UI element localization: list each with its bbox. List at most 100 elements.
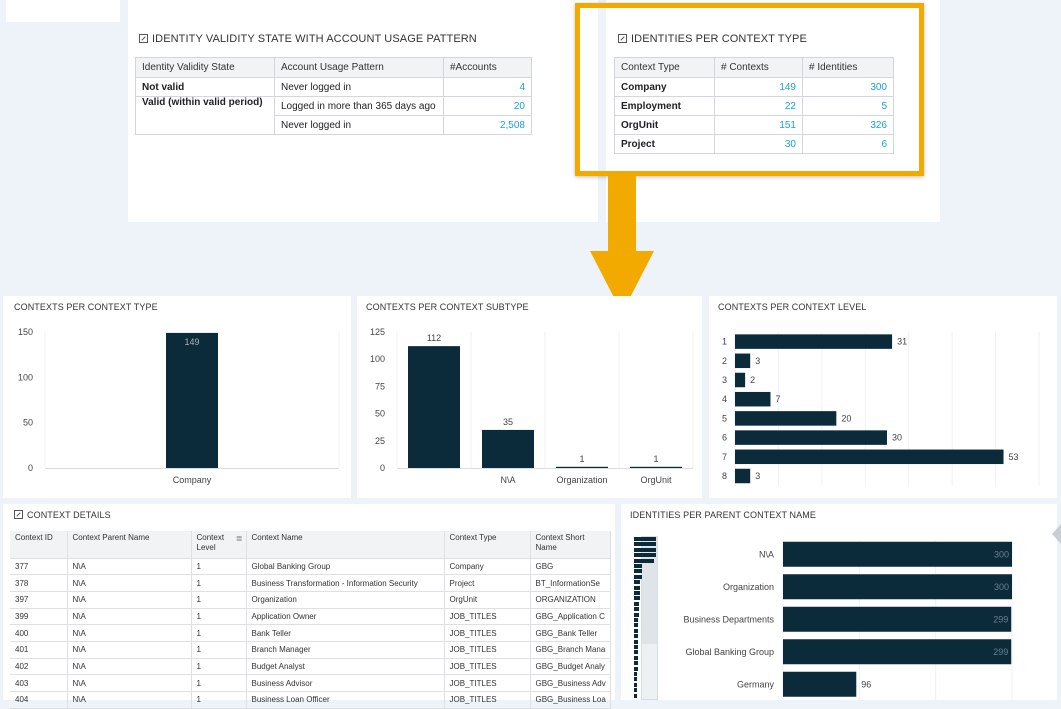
col-header[interactable]: Account Usage Pattern [274, 57, 444, 78]
cell-count-link[interactable]: 4 [443, 77, 532, 97]
table-cell: N\A [67, 624, 192, 642]
table-row: Valid (within valid period) Logged in mo… [135, 96, 532, 116]
validity-title[interactable]: IDENTITY VALIDITY STATE WITH ACCOUNT USA… [139, 33, 477, 45]
y-tick-label: 1 [722, 337, 727, 347]
minimap-bar [634, 612, 639, 617]
expand-icon[interactable] [139, 34, 148, 43]
cell-identities-link[interactable]: 6 [802, 134, 894, 154]
bar [783, 541, 1012, 567]
y-tick-label: 3 [722, 375, 727, 385]
per-type-table: Context Type # Contexts # Identities Com… [614, 57, 894, 154]
table-cell: Business Advisor [246, 674, 445, 692]
cell-contexts-link[interactable]: 30 [714, 134, 803, 154]
table-row: Not valid Never logged in 4 [135, 77, 532, 97]
data-label: 31 [897, 337, 907, 347]
table-cell: 377 [10, 558, 68, 576]
minimap-bar [634, 607, 639, 612]
x-tick-label: N\A [500, 475, 515, 485]
highlight-box [575, 3, 924, 176]
table-row[interactable]: 400 N\A 1 Bank Teller JOB_TITLES GBG_Bank Tel… [10, 624, 611, 642]
bar [630, 466, 682, 468]
minimap-bar [634, 688, 637, 693]
table-cell: N\A [67, 574, 192, 592]
minimap-bar [634, 585, 640, 590]
chart-parent-context: N\A 300 Organization 300 Business Department… [683, 540, 1013, 700]
col-header[interactable]: Context Parent Name [67, 531, 192, 559]
minimap-bar [634, 553, 656, 558]
bar [783, 574, 1012, 600]
table-cell: 1 [191, 574, 247, 592]
minimap-bar [634, 682, 637, 687]
table-row[interactable]: 399 N\A 1 Application Owner JOB_TITLES GBG_Ap… [10, 608, 611, 626]
chart-minimap [634, 537, 664, 700]
col-header[interactable]: Context Short Name [530, 531, 611, 559]
y-tick-label: 0 [28, 463, 33, 473]
minimap-bar [634, 634, 638, 639]
data-label: 3 [755, 356, 760, 366]
chart-context-subtype: 0 25 50 75 100 125 112 35 N\A 1 Organization 1 OrgUn… [370, 327, 694, 485]
bar [735, 449, 1004, 465]
table-row[interactable]: 397 N\A 1 Organization OrgUnit ORGANIZATION [10, 591, 611, 609]
y-tick-label: 75 [375, 381, 385, 391]
table-cell: 403 [10, 674, 68, 692]
table-row[interactable]: 378 N\A 1 Business Transformation - Informa… [10, 574, 611, 592]
sort-icon[interactable]: ≣ [235, 534, 243, 543]
table-cell: GBG_Budget Analy [530, 658, 611, 676]
col-header[interactable]: Context Type [444, 531, 531, 559]
data-label: 149 [184, 337, 199, 347]
cell-pattern: Never logged in [274, 77, 444, 97]
validity-table: Identity Validity State Account Usage Pa… [135, 57, 532, 135]
y-tick-label: 25 [375, 436, 385, 446]
minimap-bar [634, 591, 640, 595]
cell-count-link[interactable]: 20 [443, 96, 532, 116]
bar [783, 639, 1012, 665]
table-cell: Company [444, 558, 531, 576]
minimap-bar [634, 628, 638, 633]
table-cell: 402 [10, 658, 68, 676]
col-header[interactable]: Context Name [246, 531, 445, 559]
table-cell: GBG [530, 558, 611, 576]
details-table: Context ID Context Parent Name Context L… [10, 531, 611, 709]
minimap-bar [634, 639, 638, 644]
table-cell: Project [444, 574, 531, 592]
data-label: 20 [841, 413, 851, 423]
data-label: 53 [1009, 452, 1019, 462]
table-row[interactable]: 402 N\A 1 Budget Analyst JOB_TITLES GBG_Budge… [10, 658, 611, 676]
expand-icon[interactable] [618, 34, 627, 43]
minimap-bar [634, 564, 642, 568]
expand-icon[interactable] [14, 510, 23, 519]
col-header-level[interactable]: Context Level ≣ [191, 531, 247, 559]
col-header[interactable]: #Accounts [443, 57, 532, 78]
chart-scrollbar-thumb[interactable] [642, 537, 657, 644]
col-header[interactable]: Identity Validity State [135, 57, 275, 78]
bar [783, 671, 857, 697]
table-cell: Application Owner [246, 608, 445, 626]
details-body: 377 N\A 1 Global Banking Group Company GBG 378… [10, 558, 611, 709]
table-row[interactable]: 377 N\A 1 Global Banking Group Company GBG [10, 558, 611, 576]
table-cell: 1 [191, 608, 247, 626]
y-tick-label: 5 [722, 413, 727, 423]
data-label: 299 [993, 614, 1008, 624]
bar [735, 391, 771, 407]
col-header-label: Context Level [196, 533, 225, 552]
table-cell: GBG_Business Adv [530, 674, 611, 692]
details-title[interactable]: CONTEXT DETAILS [14, 510, 111, 520]
cell-count-link[interactable]: 2,508 [443, 115, 532, 135]
y-tick-label: 2 [722, 356, 727, 366]
table-row[interactable]: 401 N\A 1 Branch Manager JOB_TITLES GBG_Branc… [10, 641, 611, 659]
minimap-bar [634, 650, 638, 655]
minimap-bar [634, 661, 638, 666]
top-left-panel [6, 0, 120, 22]
col-header[interactable]: Context ID [10, 531, 68, 559]
cell-state [135, 115, 275, 135]
table-cell: N\A [67, 641, 192, 659]
minimap-bar [634, 645, 638, 649]
table-row[interactable]: 403 N\A 1 Business Advisor JOB_TITLES GBG_Bus… [10, 674, 611, 692]
y-tick-label: 150 [18, 327, 33, 337]
minimap-bar [634, 574, 642, 579]
nav-left-arrow-icon[interactable] [1052, 524, 1061, 544]
y-tick-label: 8 [722, 471, 727, 481]
minimap-bar [634, 537, 656, 541]
table-row: Project 30 6 [614, 134, 894, 154]
per-type-title[interactable]: IDENTITIES PER CONTEXT TYPE [618, 33, 807, 45]
